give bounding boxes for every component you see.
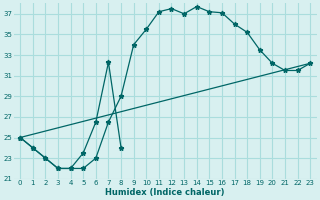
X-axis label: Humidex (Indice chaleur): Humidex (Indice chaleur) [106, 188, 225, 197]
